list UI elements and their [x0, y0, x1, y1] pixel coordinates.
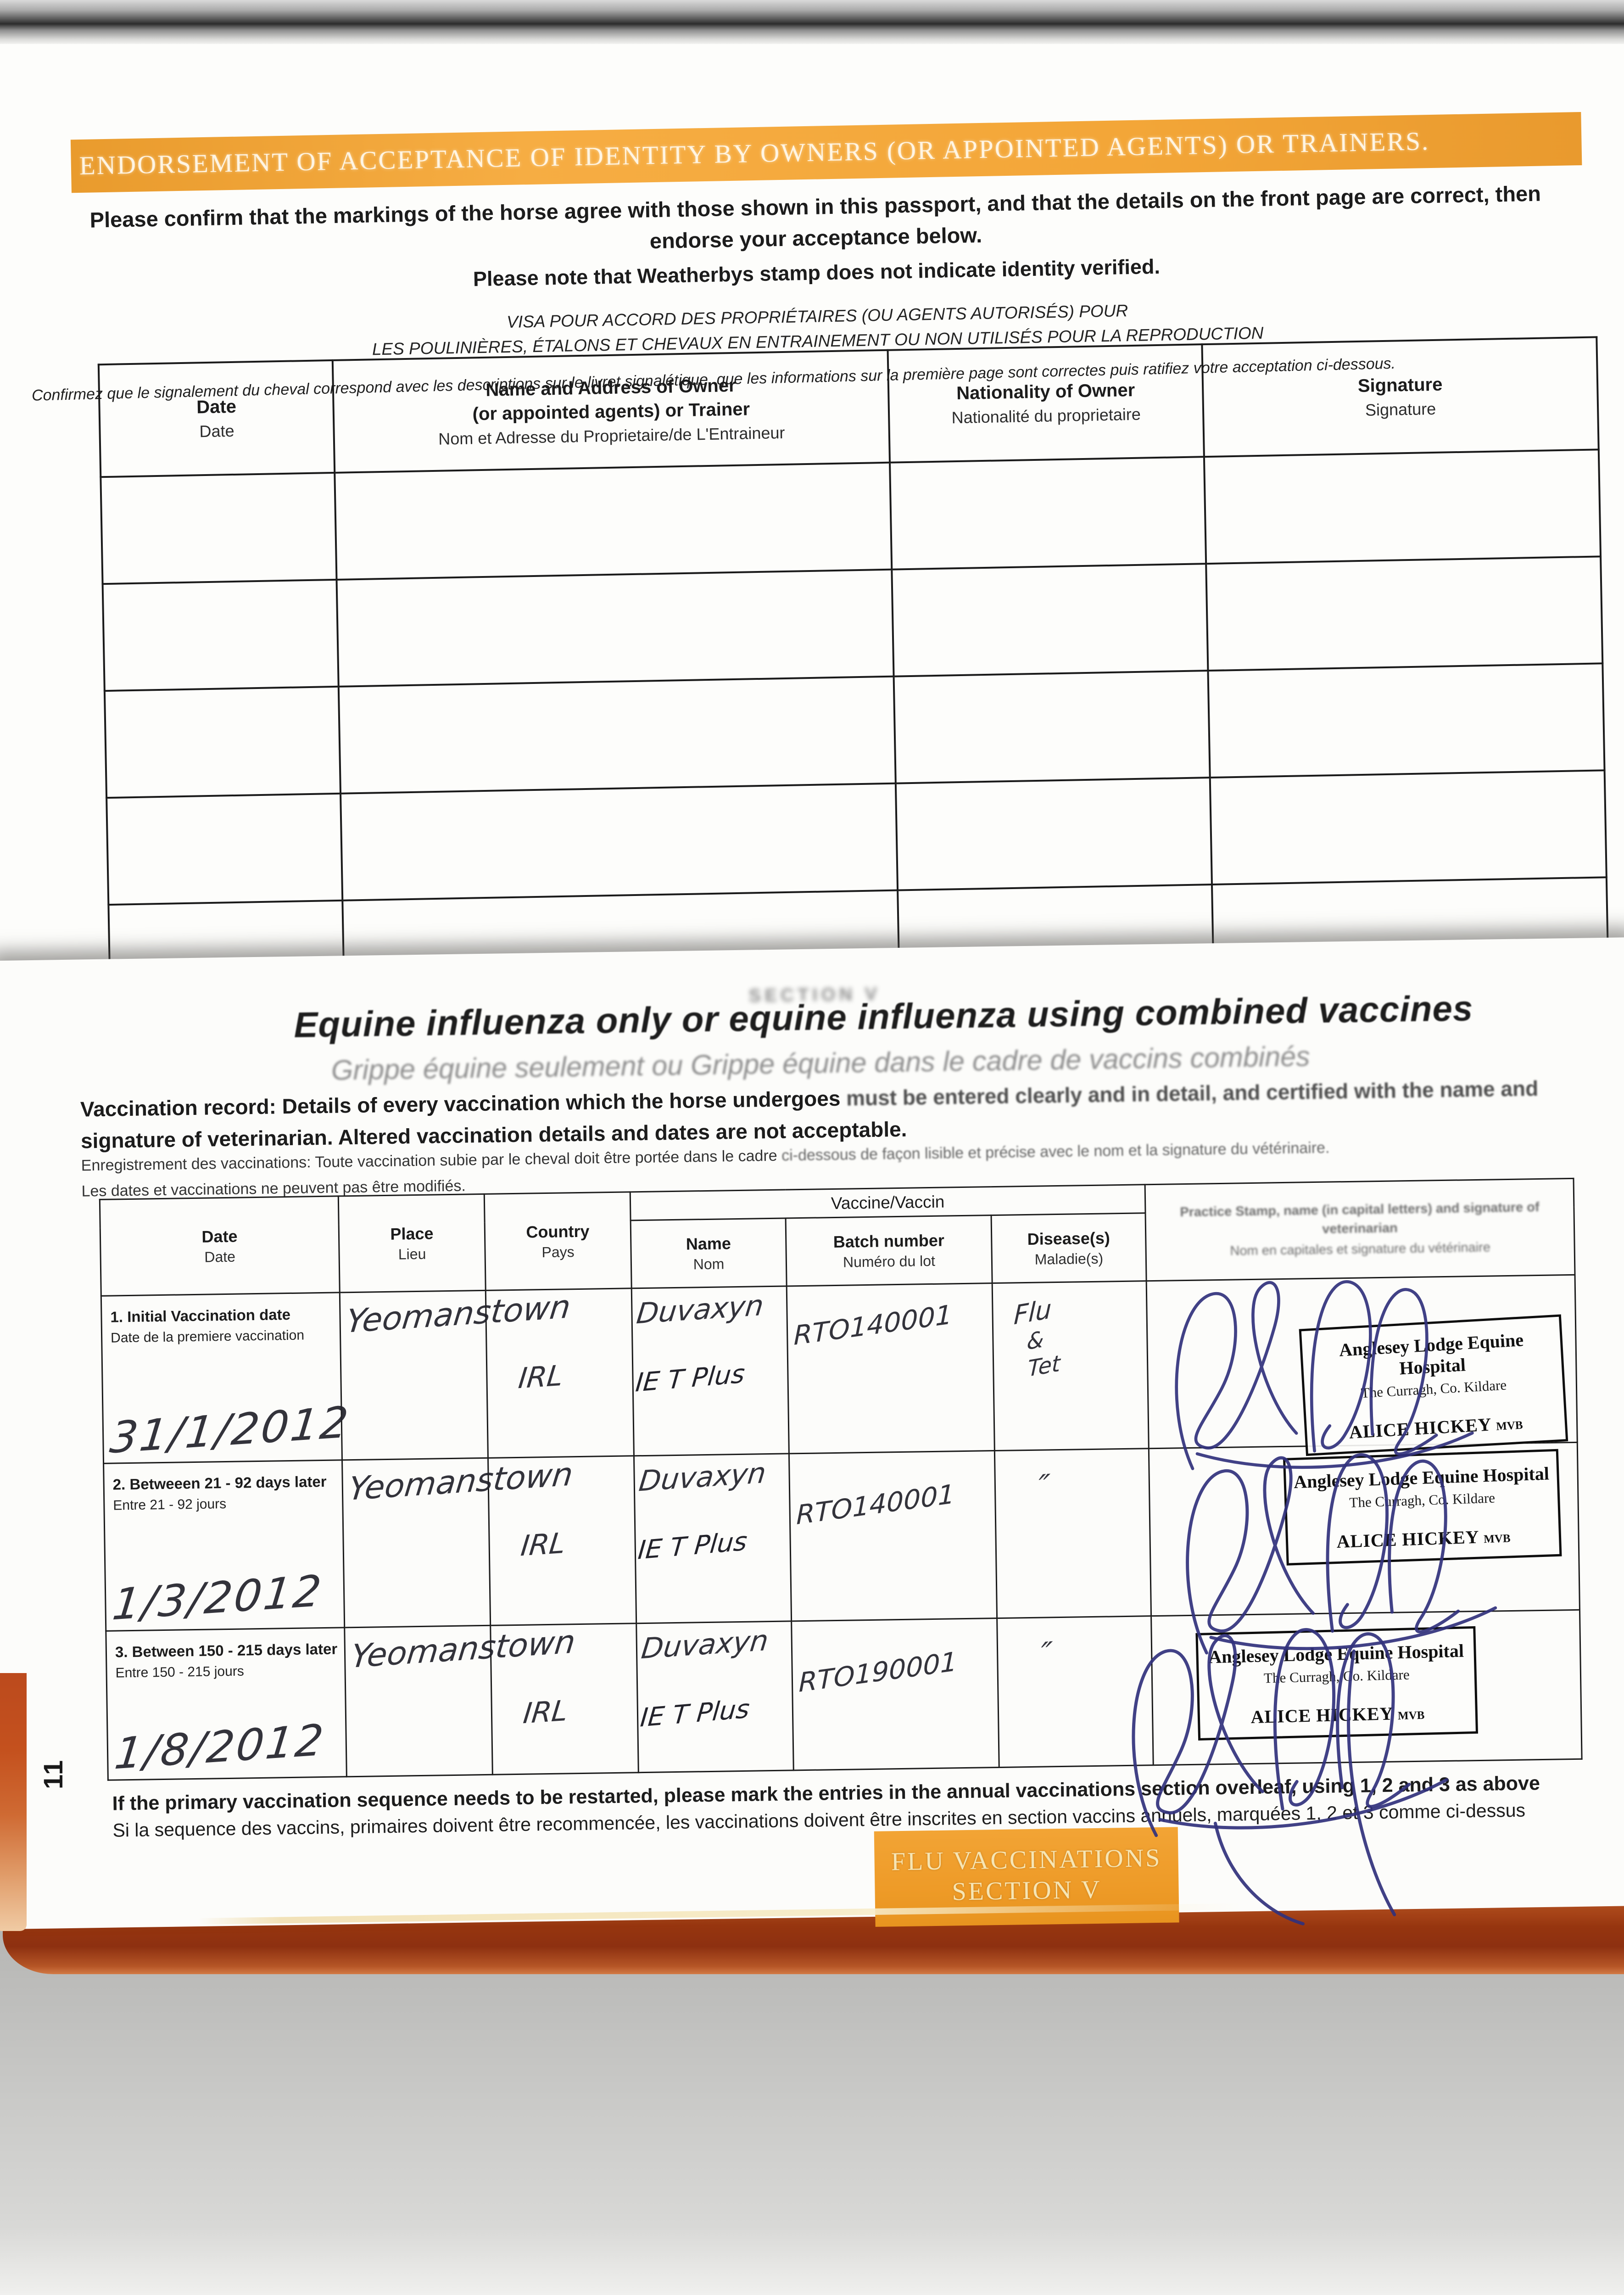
vax-header-date: Date Date: [100, 1196, 340, 1296]
row1-place-cell: Yeomanstown: [340, 1288, 572, 1460]
passport-page-endorsement: ENDORSEMENT OF ACCEPTANCE OF IDENTITY BY…: [0, 44, 1624, 1012]
handwritten-batch: RTO190001: [798, 1646, 957, 1698]
handwritten-batch: RTO140001: [796, 1478, 955, 1531]
empty-cell: [104, 686, 341, 798]
handwritten-date: 1/3/2012: [110, 1566, 326, 1630]
scanner-edge-top: [0, 0, 1624, 46]
tab-line-2: SECTION V: [952, 1875, 1102, 1906]
page-number: 11: [39, 1759, 69, 1790]
row1-label-cell: 1. Initial Vaccination date Date de la p…: [101, 1292, 352, 1464]
handwritten-ditto: ″: [1038, 1635, 1054, 1672]
empty-cell: [893, 671, 1210, 784]
row2-label-cell: 2. Betweeen 21 - 92 days later Entre 21 …: [103, 1460, 345, 1631]
handwritten-disease: Flu & Tet: [1013, 1294, 1061, 1383]
row3-label-cell: 3. Between 150 - 215 days later Entre 15…: [106, 1627, 347, 1780]
practice-stamp: Anglesey Lodge Equine Hospital The Curra…: [1299, 1314, 1568, 1456]
vaccination-row-1: 1. Initial Vaccination date Date de la p…: [101, 1275, 1578, 1470]
vax-header-place: Place Lieu: [338, 1194, 486, 1293]
vax-header-disease: Disease(s) Maladie(s): [991, 1213, 1147, 1283]
row1-stamp-cell: Anglesey Lodge Equine Hospital The Curra…: [1146, 1275, 1578, 1470]
restart-note: If the primary vaccination sequence need…: [112, 1772, 1540, 1842]
handwritten-vaccine-name-2: IE T Plus: [634, 1359, 746, 1398]
row2-disease-cell: ″: [994, 1448, 1151, 1618]
vaccination-row-3: 3. Between 150 - 215 days later Entre 15…: [106, 1610, 1582, 1926]
flu-vaccinations-section-tab: FLU VACCINATIONS SECTION V: [874, 1827, 1179, 1927]
stamp-header-fr: Nom en capitales et signature du vétérin…: [1230, 1240, 1491, 1259]
empty-cell: [1206, 556, 1603, 671]
handwritten-ditto: ″: [1036, 1467, 1051, 1504]
owners-header-date: Date Date: [98, 360, 335, 477]
vaccination-row-2: 2. Betweeen 21 - 92 days later Entre 21 …: [103, 1442, 1580, 1655]
book-spine-edge: [0, 1673, 27, 1931]
empty-cell: [890, 457, 1206, 570]
page1-content: ENDORSEMENT OF ACCEPTANCE OF IDENTITY BY…: [0, 15, 1624, 1012]
record-part1: Vaccination record: Details of every vac…: [80, 1086, 847, 1121]
owners-header-nationality: Nationality of Owner Nationalité du prop…: [887, 344, 1204, 463]
empty-cell: [892, 564, 1208, 677]
passport-page-section-v: SECTION V Equine influenza only or equin…: [0, 937, 1624, 1930]
handwritten-country: IRL: [519, 1526, 567, 1563]
handwritten-batch: RTO140001: [793, 1299, 953, 1351]
row3-place-cell: Yeomanstown: [344, 1623, 577, 1777]
tab-line-1: FLU VACCINATIONS: [891, 1843, 1162, 1876]
record-part2: must be entered clearly and in detail, a…: [846, 1076, 1539, 1110]
stamp-header-en: Practice Stamp, name (in capital letters…: [1180, 1199, 1540, 1237]
section-v-title: Equine influenza only or equine influenz…: [293, 988, 1473, 1045]
empty-cell: [895, 778, 1212, 890]
row3-stamp-cell: Anglesey Lodge Equine Hospital The Curra…: [1132, 1610, 1582, 1926]
handwritten-vaccine-name: Duvaxyn: [635, 1288, 765, 1331]
endorsement-banner-title: ENDORSEMENT OF ACCEPTANCE OF IDENTITY BY…: [79, 127, 1430, 180]
owners-header-owner: Name and Address of Owner (or appointed …: [332, 350, 890, 473]
row3-batch-cell: RTO190001: [791, 1618, 999, 1770]
practice-stamp: Anglesey Lodge Equine Hospital The Curra…: [1283, 1449, 1562, 1566]
row2-place-cell: Yeomanstown: [342, 1455, 575, 1628]
row1-batch-cell: RTO140001: [787, 1283, 995, 1454]
handwritten-date: 31/1/2012: [107, 1397, 352, 1464]
empty-cell: [1204, 449, 1601, 564]
row1-vaccine-cell: Duvaxyn IE T Plus: [631, 1286, 789, 1456]
owners-table: Date Date Name and Address of Owner (or …: [98, 336, 1609, 1013]
empty-cell: [336, 569, 894, 687]
empty-cell: [106, 793, 343, 905]
handwritten-country: IRL: [517, 1358, 565, 1395]
owners-header-signature: Signature Signature: [1202, 337, 1599, 457]
vax-header-stamp: Practice Stamp, name (in capital letters…: [1145, 1178, 1575, 1281]
handwritten-vaccine-name-2: IE T Plus: [636, 1526, 749, 1566]
empty-cell: [1210, 770, 1607, 885]
endorsement-banner: ENDORSEMENT OF ACCEPTANCE OF IDENTITY BY…: [70, 112, 1582, 193]
handwritten-date: 1/8/2012: [112, 1715, 328, 1780]
empty-cell: [338, 676, 896, 794]
practice-stamp: Anglesey Lodge Equine Hospital The Curra…: [1195, 1626, 1479, 1741]
handwritten-country: IRL: [521, 1693, 570, 1730]
row3-disease-cell: ″: [997, 1616, 1154, 1768]
handwritten-vaccine-name-2: IE T Plus: [639, 1694, 751, 1733]
handwritten-vaccine-name: Duvaxyn: [639, 1623, 770, 1666]
row2-batch-cell: RTO140001: [789, 1450, 997, 1621]
empty-cell: [340, 783, 898, 901]
empty-cell: [1208, 663, 1605, 778]
empty-cell: [102, 579, 339, 691]
vax-header-name: Name Nom: [631, 1218, 787, 1288]
row2-stamp-cell: Anglesey Lodge Equine Hospital The Curra…: [1149, 1442, 1580, 1655]
handwritten-vaccine-name: Duvaxyn: [637, 1455, 768, 1498]
vax-header-country: Country Pays: [484, 1192, 632, 1291]
row1-disease-cell: Flu & Tet: [992, 1281, 1149, 1451]
empty-cell: [335, 462, 892, 580]
empty-cell: [100, 472, 337, 584]
vax-header-batch: Batch number Numéro du lot: [786, 1215, 993, 1286]
row3-vaccine-cell: Duvaxyn IE T Plus: [636, 1621, 794, 1773]
row2-vaccine-cell: Duvaxyn IE T Plus: [634, 1453, 792, 1623]
vaccination-table: Date Date Place Lieu Country Pays Vaccin…: [99, 1178, 1583, 1926]
